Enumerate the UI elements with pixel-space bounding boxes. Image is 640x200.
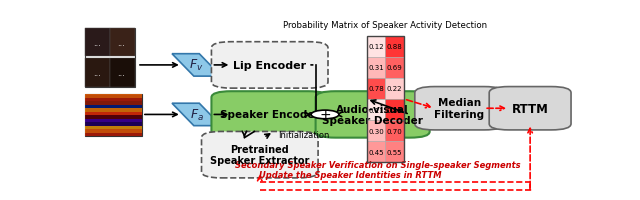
FancyBboxPatch shape bbox=[85, 29, 134, 87]
Text: ...: ... bbox=[116, 68, 125, 77]
FancyBboxPatch shape bbox=[85, 112, 142, 116]
Text: 0.22: 0.22 bbox=[387, 86, 403, 92]
FancyBboxPatch shape bbox=[85, 129, 142, 133]
FancyBboxPatch shape bbox=[85, 95, 142, 136]
Text: RTTM: RTTM bbox=[512, 102, 548, 115]
Text: 0.11: 0.11 bbox=[368, 107, 384, 113]
Text: Speaker Encoder: Speaker Encoder bbox=[220, 110, 319, 120]
Text: 0.89: 0.89 bbox=[387, 107, 403, 113]
Text: Probability Matrix of Speaker Activity Detection: Probability Matrix of Speaker Activity D… bbox=[284, 21, 487, 30]
FancyBboxPatch shape bbox=[85, 109, 142, 112]
FancyBboxPatch shape bbox=[211, 42, 328, 89]
FancyBboxPatch shape bbox=[385, 142, 404, 163]
Text: 0.31: 0.31 bbox=[368, 65, 384, 71]
FancyBboxPatch shape bbox=[367, 142, 385, 163]
FancyBboxPatch shape bbox=[385, 36, 404, 57]
Text: 0.12: 0.12 bbox=[368, 44, 384, 50]
FancyBboxPatch shape bbox=[85, 102, 142, 105]
Text: 0.45: 0.45 bbox=[368, 149, 384, 155]
FancyBboxPatch shape bbox=[367, 99, 385, 121]
FancyBboxPatch shape bbox=[415, 87, 504, 130]
FancyBboxPatch shape bbox=[85, 98, 142, 102]
Text: 0.78: 0.78 bbox=[368, 86, 384, 92]
Circle shape bbox=[311, 111, 339, 119]
Text: Secondary Speaker Verification on Single-speaker Segments: Secondary Speaker Verification on Single… bbox=[235, 160, 520, 169]
Text: 0.69: 0.69 bbox=[387, 65, 403, 71]
FancyBboxPatch shape bbox=[385, 99, 404, 121]
Text: Lip Encoder: Lip Encoder bbox=[233, 61, 307, 71]
Text: ...: ... bbox=[93, 68, 101, 77]
Text: +: + bbox=[319, 107, 331, 121]
Text: 0.70: 0.70 bbox=[387, 128, 403, 134]
FancyBboxPatch shape bbox=[489, 87, 571, 130]
FancyBboxPatch shape bbox=[85, 126, 142, 129]
FancyBboxPatch shape bbox=[385, 57, 404, 78]
FancyBboxPatch shape bbox=[85, 116, 142, 119]
FancyBboxPatch shape bbox=[85, 95, 142, 98]
Text: ...: ... bbox=[93, 38, 101, 47]
FancyBboxPatch shape bbox=[85, 133, 142, 136]
FancyBboxPatch shape bbox=[385, 121, 404, 142]
FancyBboxPatch shape bbox=[202, 132, 318, 178]
FancyBboxPatch shape bbox=[85, 123, 142, 126]
Polygon shape bbox=[172, 104, 221, 126]
Text: ...: ... bbox=[116, 38, 125, 47]
Text: 0.30: 0.30 bbox=[368, 128, 384, 134]
Text: $F_v$: $F_v$ bbox=[189, 58, 204, 73]
FancyBboxPatch shape bbox=[367, 121, 385, 142]
FancyBboxPatch shape bbox=[110, 59, 134, 87]
FancyBboxPatch shape bbox=[367, 57, 385, 78]
FancyBboxPatch shape bbox=[85, 29, 110, 57]
Text: Audio-visual
Speaker Decoder: Audio-visual Speaker Decoder bbox=[322, 104, 423, 126]
Text: 0.55: 0.55 bbox=[387, 149, 403, 155]
Text: $F_a$: $F_a$ bbox=[189, 107, 204, 122]
FancyBboxPatch shape bbox=[85, 119, 142, 123]
FancyBboxPatch shape bbox=[316, 92, 429, 138]
Text: Initialization: Initialization bbox=[278, 130, 330, 139]
Text: Pretrained
Speaker Extractor: Pretrained Speaker Extractor bbox=[210, 144, 310, 166]
Text: Update the Speaker Identities in RTTM: Update the Speaker Identities in RTTM bbox=[259, 170, 442, 179]
Text: 0.88: 0.88 bbox=[387, 44, 403, 50]
FancyBboxPatch shape bbox=[85, 59, 110, 87]
Text: Median
Filtering: Median Filtering bbox=[435, 98, 484, 119]
FancyBboxPatch shape bbox=[85, 105, 142, 109]
Polygon shape bbox=[172, 54, 221, 77]
FancyBboxPatch shape bbox=[211, 92, 328, 138]
FancyBboxPatch shape bbox=[367, 36, 385, 57]
FancyBboxPatch shape bbox=[385, 78, 404, 99]
FancyBboxPatch shape bbox=[367, 78, 385, 99]
FancyBboxPatch shape bbox=[110, 29, 134, 57]
